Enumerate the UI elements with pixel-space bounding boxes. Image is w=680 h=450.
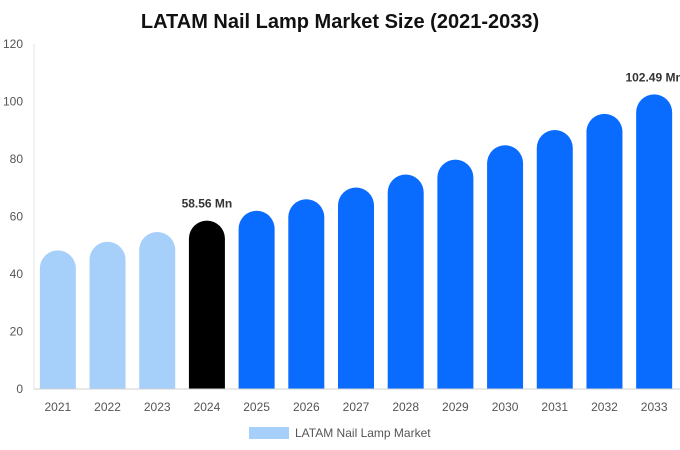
y-tick-label: 100 [3,95,23,109]
x-tick-label: 2025 [243,400,270,414]
x-tick-label: 2029 [442,400,469,414]
bar-2030[interactable] [487,145,524,389]
y-tick-label: 40 [10,267,24,281]
bar-2029[interactable] [437,159,474,389]
legend[interactable]: LATAM Nail Lamp Market [249,426,431,440]
y-tick-label: 80 [10,152,24,166]
data-label: 58.56 Mn [182,197,233,211]
bar-2024[interactable] [188,220,225,389]
x-tick-label: 2024 [194,400,221,414]
x-axis: 2021 2022 2023 2024 2025 2026 2027 2028 2029 2030… [34,388,680,414]
y-tick-label: 20 [10,325,24,339]
x-tick-label: 2030 [492,400,519,414]
bar-2023[interactable] [139,232,176,389]
x-tick-label: 2021 [44,400,71,414]
x-tick-label: 2022 [94,400,121,414]
y-axis: 0 20 40 60 80 100 120 [3,37,35,396]
y-tick-label: 60 [10,210,24,224]
x-tick-label: 2026 [293,400,320,414]
data-label: 102.49 Mn [625,70,680,84]
bar-2021[interactable] [39,250,76,389]
x-tick-label: 2027 [343,400,370,414]
bars-group [39,94,673,389]
legend-label: LATAM Nail Lamp Market [295,426,431,440]
data-labels-group: 58.56 Mn 102.49 Mn [182,70,680,210]
x-tick-label: 2028 [392,400,419,414]
bar-2033[interactable] [636,94,673,389]
bar-2027[interactable] [338,187,374,389]
x-tick-label: 2033 [641,400,668,414]
y-tick-label: 120 [3,37,23,51]
y-tick-label: 0 [16,382,23,396]
chart-title: LATAM Nail Lamp Market Size (2021-2033) [141,11,539,33]
legend-swatch [249,427,289,439]
bar-2028[interactable] [387,174,424,389]
bar-2026[interactable] [288,199,325,389]
x-tick-label: 2032 [591,400,618,414]
x-tick-label: 2031 [541,400,568,414]
bar-2031[interactable] [536,129,573,389]
bar-2025[interactable] [238,210,275,389]
bar-2022[interactable] [89,241,126,389]
x-tick-label: 2023 [144,400,171,414]
bar-2032[interactable] [586,113,623,389]
